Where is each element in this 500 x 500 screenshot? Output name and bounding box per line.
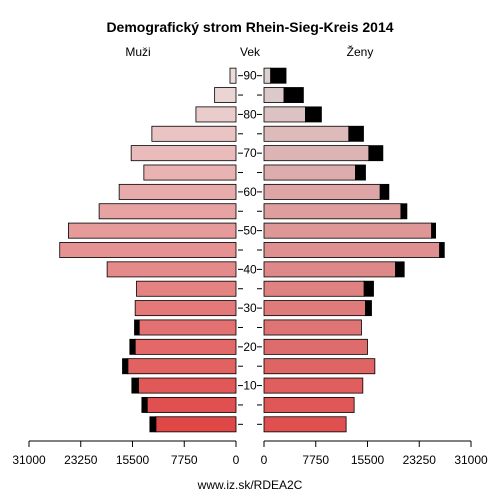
male-bar-60-64 (118, 183, 237, 200)
female-bar-60-64 (263, 183, 381, 200)
female-excess-bar-55-59 (400, 203, 408, 220)
male-bar-85-89 (214, 87, 237, 104)
female-bar-50-54 (263, 222, 433, 239)
age-tick-label: 90 (243, 69, 257, 83)
female-bar-45-49 (263, 242, 441, 258)
male-bar-35-39 (136, 280, 237, 297)
right-x-tick-label: 15500 (351, 453, 385, 467)
female-excess-bar-35-39 (363, 280, 374, 297)
male-bar-70-74 (130, 145, 237, 162)
left-x-tick-label: 0 (233, 453, 240, 467)
female-excess-bar-85-89 (283, 87, 304, 104)
age-tick-label: 10 (243, 379, 257, 393)
male-bar-30-34 (134, 300, 237, 317)
right-x-tick-label: 23250 (403, 453, 437, 467)
left-x-tick-label: 15500 (116, 453, 150, 467)
male-excess-bar-5-9 (141, 396, 148, 413)
male-bar-55-59 (98, 203, 237, 220)
male-excess-bar-20-24 (129, 338, 136, 355)
footer-source: www.iz.sk/RDEA2C (197, 478, 303, 492)
female-excess-bar-30-34 (365, 300, 372, 317)
female-bar-85-89 (263, 87, 285, 104)
age-tick-label: 30 (243, 301, 257, 315)
male-bar-20-24 (134, 338, 237, 355)
male-bar-80-84 (195, 106, 237, 123)
female-bar-55-59 (263, 203, 402, 220)
age-tick-label: 80 (243, 107, 257, 121)
right-x-tick-label: 31000 (454, 453, 488, 467)
male-bar-15-19 (127, 358, 237, 375)
female-bar-10-14 (263, 377, 364, 394)
female-bar-0-4 (263, 416, 347, 433)
left-x-tick-label: 23250 (64, 453, 98, 467)
male-bar-50-54 (67, 222, 237, 239)
right-x-tick-label: 0 (261, 453, 268, 467)
age-tick-label: 70 (243, 146, 257, 160)
female-bar-65-69 (263, 164, 356, 181)
male-excess-bar-25-29 (134, 319, 140, 336)
male-bar-90+ (229, 67, 237, 84)
female-bar-40-44 (263, 261, 396, 278)
female-excess-bar-50-54 (431, 222, 437, 239)
age-tick-label: 40 (243, 262, 257, 276)
male-bar-65-69 (143, 164, 237, 181)
male-bar-25-29 (138, 319, 237, 336)
female-bar-90+ (263, 67, 272, 84)
male-bar-5-9 (146, 396, 237, 413)
age-axis-label: Vek (240, 45, 261, 59)
female-excess-bar-45-49 (439, 242, 445, 258)
left-x-tick-label: 7750 (171, 453, 198, 467)
male-bar-45-49 (59, 242, 237, 258)
female-bar-5-9 (263, 396, 355, 413)
female-label: Ženy (347, 44, 374, 59)
female-bar-75-79 (263, 125, 350, 142)
female-excess-bar-40-44 (395, 261, 405, 278)
bars-group (59, 67, 445, 433)
female-excess-bar-70-74 (368, 145, 384, 162)
male-label: Muži (125, 45, 150, 59)
right-x-tick-label: 7750 (302, 453, 329, 467)
age-tick-label: 50 (243, 224, 257, 238)
female-bar-80-84 (263, 106, 306, 123)
female-bar-25-29 (263, 319, 362, 336)
female-excess-bar-75-79 (348, 125, 364, 142)
age-tick-label: 60 (243, 185, 257, 199)
male-bar-40-44 (106, 261, 237, 278)
left-x-tick-label: 31000 (12, 453, 46, 467)
female-excess-bar-60-64 (379, 183, 390, 200)
female-excess-bar-90+ (270, 67, 287, 84)
male-excess-bar-10-14 (131, 377, 139, 394)
male-bar-0-4 (155, 416, 237, 433)
female-bar-30-34 (263, 300, 366, 317)
male-bar-10-14 (138, 377, 237, 394)
male-excess-bar-0-4 (149, 416, 157, 433)
female-bar-20-24 (263, 338, 368, 355)
age-tick-label: 20 (243, 340, 257, 354)
male-excess-bar-15-19 (122, 358, 129, 375)
female-excess-bar-65-69 (355, 164, 366, 181)
male-bar-75-79 (151, 125, 237, 142)
female-bar-70-74 (263, 145, 370, 162)
chart-title: Demografický strom Rhein-Sieg-Kreis 2014 (106, 19, 393, 35)
female-excess-bar-80-84 (304, 106, 322, 123)
axes-group: 31000 23250 15500 7750 0 0 7750 15500 23250 31000… (12, 69, 488, 467)
female-bar-35-39 (263, 280, 365, 297)
female-bar-15-19 (263, 358, 376, 375)
